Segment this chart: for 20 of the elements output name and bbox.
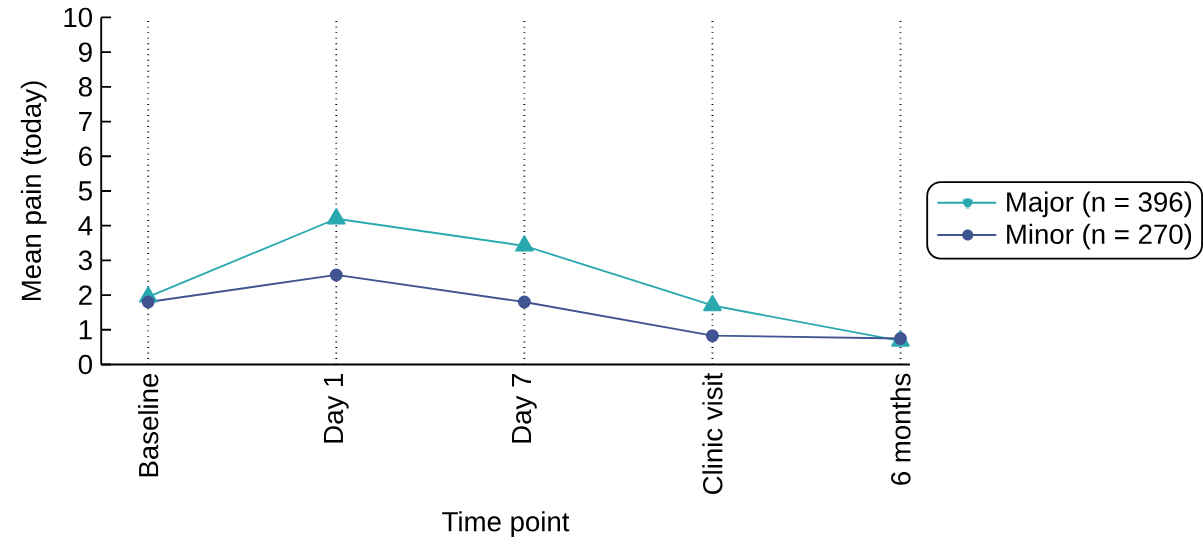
y-tick-label: 0 — [78, 354, 92, 375]
y-tick-label: 3 — [78, 250, 92, 271]
x-axis-title: Time point — [442, 511, 570, 538]
x-tick-label: Day 1 — [323, 374, 349, 443]
y-tick-label: 10 — [64, 7, 92, 28]
x-tick-label: 6 months — [890, 373, 911, 486]
y-tick-label: 7 — [79, 112, 92, 132]
legend-label: Minor (n = 270) — [1007, 223, 1192, 250]
x-tick-label: Clinic visit — [702, 373, 723, 495]
y-tick-label: 6 — [79, 146, 92, 167]
y-tick-label: 8 — [78, 77, 92, 97]
legend-label: Major (n = 396) — [1007, 191, 1192, 218]
y-tick-label: 4 — [78, 216, 93, 236]
x-tick-label: Baseline — [138, 374, 159, 477]
y-tick-label: 2 — [79, 285, 92, 305]
y-tick-label: 5 — [78, 181, 92, 201]
y-tick-label: 1 — [79, 320, 92, 340]
y-tick-label: 9 — [79, 42, 92, 63]
x-tick-label: Day 7 — [512, 374, 537, 443]
y-axis-title: Mean pain (today) — [20, 81, 47, 301]
